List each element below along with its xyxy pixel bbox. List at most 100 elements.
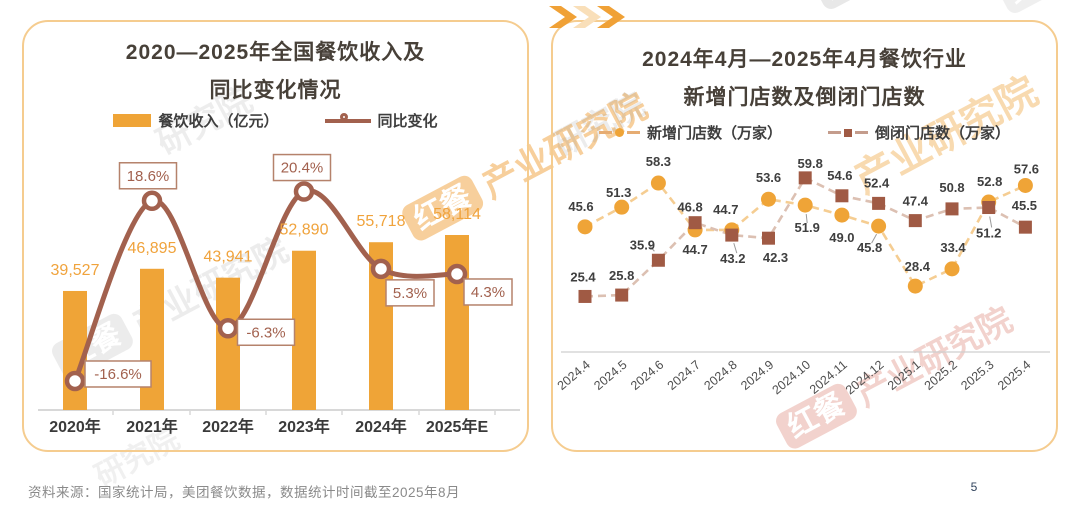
closed-stores-marker [688, 216, 702, 230]
x-axis-label: 2025.2 [922, 358, 960, 393]
closed-stores-label: 47.4 [903, 194, 929, 209]
closed-stores-marker [908, 214, 922, 228]
closed-stores-label: 25.8 [609, 268, 634, 283]
new-stores-marker [834, 207, 850, 223]
new-stores-marker [797, 197, 813, 213]
x-axis-label: 2024.12 [843, 358, 887, 398]
new-stores-label: 49.0 [829, 230, 854, 245]
yoy-value-label: 20.4% [281, 160, 324, 177]
yoy-point-marker [293, 181, 315, 202]
legend-label: 倒闭门店数（万家） [875, 125, 1011, 142]
new-stores-label: 58.3 [646, 154, 671, 169]
closed-stores-label: 52.4 [864, 175, 890, 190]
dashed-dot-swatch-icon [598, 128, 640, 137]
yoy-point-marker [217, 318, 239, 339]
x-axis-label: 2024.7 [665, 358, 703, 393]
leader-line [989, 216, 993, 228]
legend-label: 餐饮收入（亿元） [158, 113, 279, 130]
closed-stores-label: 50.8 [939, 180, 964, 195]
page-number: 5 [970, 480, 978, 494]
x-axis-label: 2024.5 [591, 358, 629, 393]
closed-stores-label: 35.9 [630, 237, 655, 252]
leader-line [648, 243, 655, 252]
new-stores-marker [761, 191, 776, 207]
left-chart-title-line2: 同比变化情况 [209, 79, 342, 102]
watermark-logo-text: 红餐 [812, 0, 886, 13]
x-axis-label: 2021年 [126, 417, 178, 436]
leader-line [871, 233, 878, 244]
new-stores-label: 52.8 [977, 174, 1002, 189]
x-axis-label: 2025.4 [995, 358, 1033, 393]
closed-stores-label: 46.8 [677, 200, 702, 215]
legend-item-yoy: 同比变化 [324, 110, 438, 131]
yoy-label-box [385, 279, 435, 307]
bar-value-label: 55,718 [357, 213, 406, 230]
closed-stores-marker [578, 289, 592, 303]
yoy-value-label: -16.6% [94, 366, 142, 383]
yoy-label-box [118, 162, 178, 190]
bar-swatch-icon [113, 114, 152, 127]
new-stores-marker [614, 199, 630, 215]
right-chart-legend: 新增门店数（万家） 倒闭门店数（万家） [553, 122, 1056, 143]
left-chart-title-line1: 2020—2025年全国餐饮收入及 [125, 41, 426, 64]
left-chart-legend: 餐饮收入（亿元） 同比变化 [24, 110, 527, 131]
left-chart-plot: 2020年 2021年 2022年 2023年 2024年 2025年E 39,527 46,… [38, 153, 520, 436]
closed-stores-label: 45.5 [1012, 198, 1037, 213]
watermark: 红餐 [812, 0, 886, 13]
x-axis-label: 2024年 [355, 417, 407, 436]
new-stores-marker [1017, 177, 1033, 193]
closed-stores-marker [762, 231, 775, 245]
left-chart-panel: 2020—2025年全国餐饮收入及 同比变化情况 餐饮收入（亿元） 同比变化 [22, 20, 529, 452]
closed-stores-label: 59.8 [798, 156, 823, 171]
revenue-bar [292, 250, 316, 410]
new-stores-label: 44.7 [713, 202, 738, 217]
yoy-value-label: 4.3% [471, 284, 505, 301]
yoy-label-box [236, 318, 296, 347]
new-stores-label: 53.6 [756, 170, 781, 185]
closed-stores-marker [1018, 220, 1032, 234]
right-chart-panel: 2024年4月—2025年4月餐饮行业 新增门店数及倒闭门店数 新增门店数（万家… [551, 20, 1058, 452]
closed-stores-label: 54.6 [827, 168, 852, 183]
revenue-bar [140, 268, 164, 410]
closed-stores-marker [835, 189, 849, 203]
revenue-bar [445, 235, 469, 410]
yoy-point-marker [446, 263, 468, 285]
x-axis-label: 2022年 [202, 417, 254, 436]
source-note: 资料来源：国家统计局，美团餐饮数据，数据统计时间截至2025年8月 [28, 485, 461, 500]
new-stores-marker [871, 218, 887, 234]
yoy-point-marker [64, 370, 86, 392]
legend-label: 新增门店数（万家） [646, 125, 782, 142]
closed-stores-marker [615, 288, 629, 302]
x-axis-label: 2024.10 [770, 358, 814, 398]
bar-value-label: 43,941 [204, 249, 253, 266]
dashed-square-swatch-icon [828, 128, 868, 137]
closed-stores-marker [725, 228, 739, 242]
new-stores-marker [907, 278, 923, 294]
new-stores-label: 44.7 [682, 242, 707, 257]
right-chart-plot: 2024.42024.52024.62024.72024.82024.92024… [555, 154, 1050, 398]
new-stores-label: 51.3 [606, 185, 631, 200]
legend-item-closed-stores: 倒闭门店数（万家） [828, 122, 1010, 143]
yoy-point-marker [141, 190, 163, 212]
x-axis-label: 2025.1 [885, 358, 923, 393]
closed-stores-marker [651, 253, 665, 267]
x-axis-label: 2023年 [278, 417, 330, 436]
yoy-value-label: 5.3% [393, 285, 427, 302]
x-axis-label: 2024.11 [807, 358, 850, 397]
revenue-bar [216, 277, 240, 410]
forward-chevrons-icon [549, 6, 625, 28]
yoy-value-label: 18.6% [127, 168, 170, 185]
watermark-logo-text: 红餐 [996, 0, 1070, 17]
line-swatch-icon [324, 113, 371, 128]
x-axis-label: 2024.4 [555, 358, 593, 393]
yoy-label-box [272, 153, 332, 182]
new-stores-label: 28.4 [905, 259, 931, 274]
closed-stores-marker [872, 196, 886, 210]
closed-stores-label: 25.4 [570, 269, 596, 284]
legend-item-new-stores: 新增门店数（万家） [598, 122, 782, 143]
closed-stores-marker [945, 202, 959, 216]
right-chart-title-line1: 2024年4月—2025年4月餐饮行业 [642, 48, 967, 71]
new-stores-label: 57.6 [1014, 161, 1039, 176]
x-axis-label: 2025年E [426, 417, 489, 436]
